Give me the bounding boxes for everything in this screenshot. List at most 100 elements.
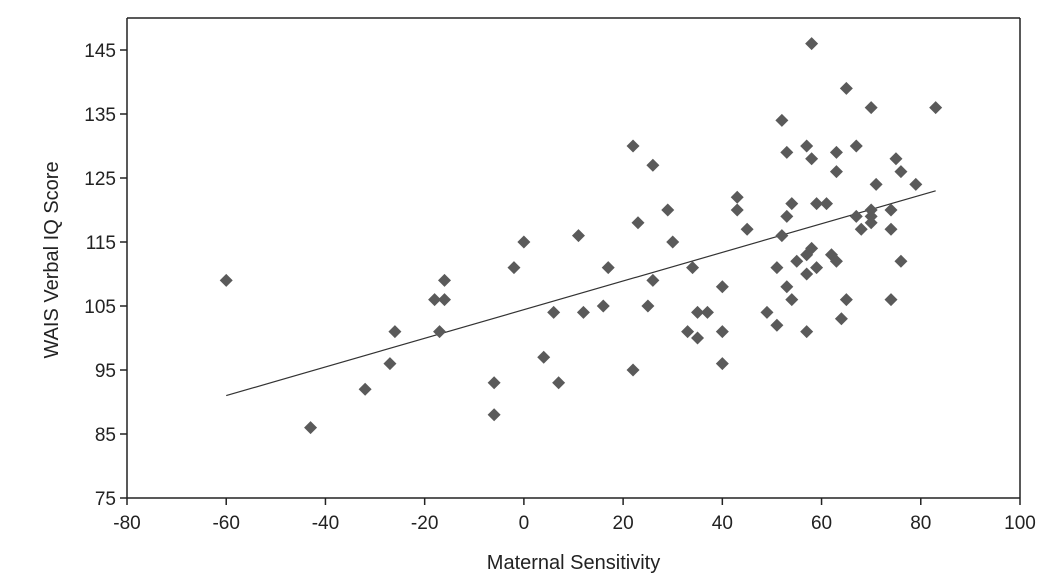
data-point (790, 254, 804, 268)
data-point (438, 293, 452, 307)
data-point (869, 177, 883, 191)
x-tick-label: 100 (1004, 513, 1036, 534)
data-point (626, 139, 640, 153)
data-point (854, 222, 868, 236)
data-point (626, 363, 640, 377)
data-point (601, 261, 615, 275)
data-point (894, 165, 908, 179)
data-point (785, 293, 799, 307)
data-point (661, 203, 675, 217)
data-point (547, 305, 561, 319)
data-point (691, 331, 705, 345)
data-point (864, 101, 878, 115)
y-tick-label: 115 (86, 233, 116, 254)
data-point (829, 254, 843, 268)
data-point (760, 305, 774, 319)
data-point (552, 376, 566, 390)
data-point (517, 235, 531, 249)
data-point (849, 209, 863, 223)
data-point (770, 318, 784, 332)
data-point (715, 325, 729, 339)
x-tick-label: -20 (411, 513, 438, 534)
x-tick-label: 60 (811, 513, 832, 534)
data-point (383, 357, 397, 371)
data-point (646, 273, 660, 287)
x-tick-label: 0 (519, 513, 530, 534)
data-point (571, 229, 585, 243)
data-point (596, 299, 610, 313)
data-point (304, 421, 318, 435)
x-tick-label: 80 (910, 513, 931, 534)
x-tick-label: -60 (212, 513, 239, 534)
data-point (810, 197, 824, 211)
data-point (829, 165, 843, 179)
data-point (507, 261, 521, 275)
data-point (884, 293, 898, 307)
data-point (929, 101, 943, 115)
data-point (686, 261, 700, 275)
data-point (700, 305, 714, 319)
axes (126, 17, 1021, 499)
y-tick-label: 125 (84, 169, 116, 190)
data-point (487, 376, 501, 390)
data-point (839, 293, 853, 307)
data-point (537, 350, 551, 364)
data-point (849, 139, 863, 153)
data-point (715, 357, 729, 371)
data-point (800, 325, 814, 339)
data-point (805, 37, 819, 51)
y-axis-ticks: 145 135 125 115 105 95 85 75 (84, 41, 127, 510)
y-tick-label: 135 (84, 105, 116, 126)
data-point (715, 280, 729, 294)
data-point (775, 229, 789, 243)
y-tick-label: 75 (95, 489, 116, 510)
data-point (631, 216, 645, 230)
data-point (909, 177, 923, 191)
data-point (438, 273, 452, 287)
x-tick-label: -80 (113, 513, 140, 534)
data-point (646, 158, 660, 172)
data-point (785, 197, 799, 211)
data-point (820, 197, 834, 211)
data-point (884, 222, 898, 236)
data-point (730, 190, 744, 204)
y-tick-label: 85 (95, 425, 116, 446)
data-point (780, 145, 794, 159)
data-point (730, 203, 744, 217)
data-point (800, 139, 814, 153)
y-tick-label: 95 (95, 361, 116, 382)
data-point (770, 261, 784, 275)
data-point (576, 305, 590, 319)
x-tick-label: 20 (613, 513, 634, 534)
data-point (691, 305, 705, 319)
data-point (810, 261, 824, 275)
data-point (666, 235, 680, 249)
data-point (800, 267, 814, 281)
trend-line (226, 190, 936, 397)
data-point (681, 325, 695, 339)
data-point (805, 152, 819, 166)
data-point (780, 209, 794, 223)
data-point (740, 222, 754, 236)
data-points (219, 37, 943, 435)
data-point (219, 273, 233, 287)
x-axis-title: Maternal Sensitivity (487, 552, 660, 574)
x-tick-label: 40 (712, 513, 733, 534)
data-point (388, 325, 402, 339)
y-tick-label: 105 (84, 297, 116, 318)
data-point (805, 241, 819, 255)
x-tick-label: -40 (312, 513, 339, 534)
data-point (834, 312, 848, 326)
data-point (433, 325, 447, 339)
data-point (894, 254, 908, 268)
data-point (889, 152, 903, 166)
data-point (775, 113, 789, 127)
data-point (864, 216, 878, 230)
data-point (780, 280, 794, 294)
data-point (839, 81, 853, 95)
data-point (358, 382, 372, 396)
data-point (428, 293, 442, 307)
data-point (829, 145, 843, 159)
data-point (641, 299, 655, 313)
